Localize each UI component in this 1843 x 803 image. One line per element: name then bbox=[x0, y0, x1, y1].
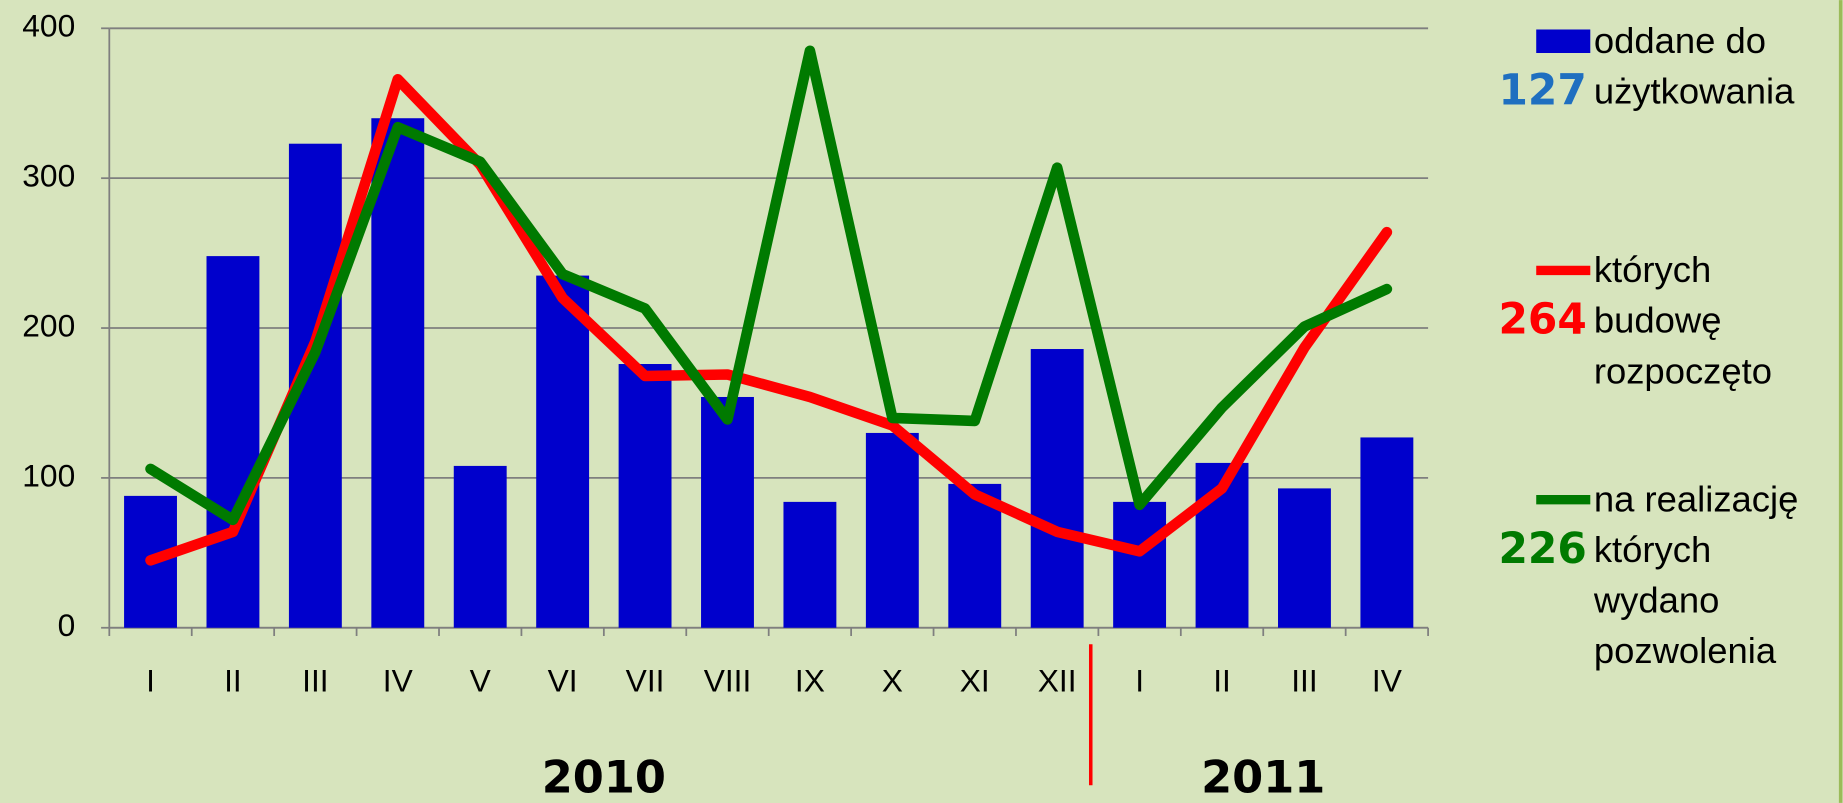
bar bbox=[1360, 437, 1414, 628]
y-tick-label: 0 bbox=[58, 607, 76, 643]
x-tick-label: I bbox=[1135, 662, 1144, 698]
x-tick-label: IV bbox=[383, 662, 414, 698]
x-tick-label: IX bbox=[795, 662, 825, 698]
legend-text-box: oddane do użytkowania bbox=[1593, 20, 1795, 112]
x-tick-label: XI bbox=[960, 662, 990, 698]
x-tick-label: VII bbox=[626, 662, 665, 698]
legend-label: których budowę rozpoczęto bbox=[1593, 249, 1773, 392]
y-tick-label: 300 bbox=[22, 158, 75, 194]
y-tick-label: 100 bbox=[22, 457, 75, 493]
x-tick-label: IV bbox=[1372, 662, 1403, 698]
legend-text-box: których budowę rozpoczęto bbox=[1593, 249, 1773, 392]
bar bbox=[1278, 488, 1331, 628]
x-tick-label: III bbox=[1291, 662, 1317, 698]
bar bbox=[453, 465, 507, 628]
x-tick-label: II bbox=[1213, 662, 1231, 698]
x-tick-label: XII bbox=[1038, 662, 1077, 698]
legend-text-box: na realizację których wydano pozwolenia bbox=[1593, 478, 1799, 672]
bar bbox=[783, 501, 837, 628]
x-tick-label: VIII bbox=[704, 662, 752, 698]
bar bbox=[1113, 501, 1167, 628]
line-series bbox=[145, 45, 1393, 526]
legend-label: oddane do użytkowania bbox=[1593, 20, 1795, 112]
legend-value: 127 bbox=[1498, 65, 1586, 114]
y-tick-label: 200 bbox=[22, 307, 75, 343]
legend-swatch bbox=[1536, 29, 1591, 53]
line-series bbox=[145, 73, 1393, 566]
x-tick-label: II bbox=[224, 662, 242, 698]
bar bbox=[206, 256, 260, 628]
legend-label: na realizację których wydano pozwolenia bbox=[1593, 478, 1799, 672]
x-tick-label: VI bbox=[548, 662, 578, 698]
bar bbox=[371, 118, 425, 628]
bar bbox=[618, 364, 672, 628]
year-label: 2011 bbox=[1201, 752, 1325, 803]
legend-value: 264 bbox=[1498, 295, 1586, 344]
x-tick-label: V bbox=[470, 662, 492, 698]
bar bbox=[536, 275, 590, 628]
year-label: 2010 bbox=[542, 752, 666, 803]
bar bbox=[701, 396, 754, 628]
legend-value: 226 bbox=[1498, 524, 1586, 573]
x-tick-label: III bbox=[302, 662, 328, 698]
bar bbox=[865, 432, 919, 628]
y-tick-label: 400 bbox=[22, 8, 75, 44]
x-tick-label: X bbox=[882, 662, 903, 698]
x-tick-label: I bbox=[146, 662, 155, 698]
bar bbox=[1030, 349, 1084, 628]
